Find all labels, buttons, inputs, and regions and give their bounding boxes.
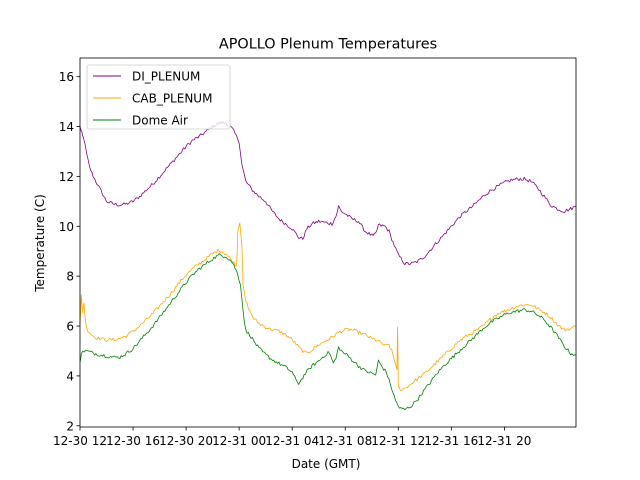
legend-box [86, 64, 231, 130]
legend-label-di-plenum: DI_PLENUM [132, 70, 200, 84]
x-tick-label: 12-30 16 [106, 434, 160, 448]
y-tick-label: 2 [66, 419, 74, 433]
plot-frame [79, 57, 577, 428]
x-tick-label: 12-31 12 [371, 434, 425, 448]
chart-title: APOLLO Plenum Temperatures [219, 37, 437, 53]
y-axis: 2 4 6 8 10 12 14 16 [59, 70, 80, 433]
y-tick-label: 12 [59, 170, 74, 184]
x-tick-label: 12-30 20 [159, 434, 213, 448]
x-tick-label: 12-31 04 [265, 434, 319, 448]
x-tick-label: 12-30 12 [53, 434, 107, 448]
series-line-cab-plenum [79, 222, 577, 392]
y-tick-label: 4 [66, 369, 74, 383]
x-tick-label: 12-31 16 [424, 434, 478, 448]
y-tick-label: 8 [66, 270, 74, 284]
x-axis: 12-30 12 12-30 16 12-30 20 12-31 00 12-31 04… [53, 427, 531, 448]
y-tick-label: 6 [66, 320, 74, 334]
x-tick-label: 12-31 20 [477, 434, 531, 448]
x-tick-label: 12-31 00 [212, 434, 266, 448]
x-axis-label: Date (GMT) [292, 457, 361, 471]
x-tick-label: 12-31 08 [318, 434, 372, 448]
y-tick-label: 16 [59, 70, 74, 84]
y-axis-label: Temperature (C) [33, 194, 47, 293]
legend: DI_PLENUM CAB_PLENUM Dome Air [86, 64, 231, 130]
legend-label-cab-plenum: CAB_PLENUM [132, 92, 212, 106]
series-line-di-plenum [79, 121, 576, 266]
y-tick-label: 10 [59, 220, 74, 234]
legend-label-dome-air: Dome Air [132, 114, 188, 128]
series-line-dome-air [79, 253, 577, 411]
y-tick-label: 14 [59, 120, 74, 134]
plot-area [79, 121, 577, 411]
